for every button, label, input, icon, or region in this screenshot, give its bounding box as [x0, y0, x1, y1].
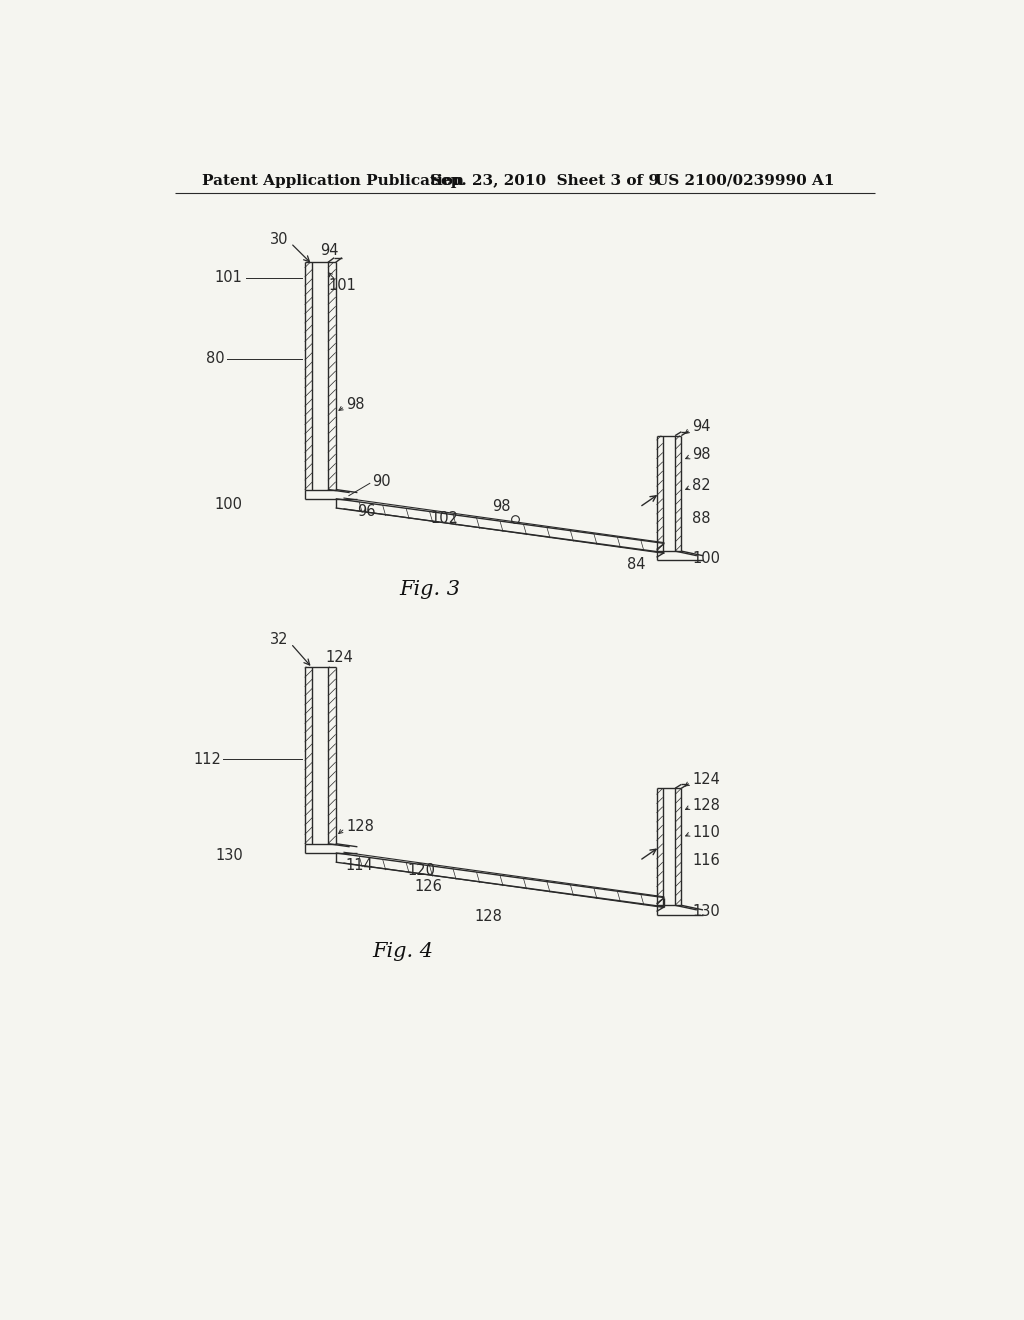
Text: 100: 100	[215, 498, 243, 512]
Text: 98: 98	[346, 397, 365, 412]
Text: 32: 32	[270, 632, 289, 647]
Text: 101: 101	[215, 271, 243, 285]
Text: 30: 30	[270, 232, 289, 247]
Text: 124: 124	[326, 649, 353, 665]
Text: 101: 101	[328, 279, 355, 293]
Text: 116: 116	[692, 853, 720, 869]
Text: US 2100/0239990 A1: US 2100/0239990 A1	[655, 174, 835, 187]
Text: 128: 128	[346, 820, 375, 834]
Text: 110: 110	[692, 825, 720, 840]
Text: 128: 128	[692, 797, 720, 813]
Text: 100: 100	[692, 552, 720, 566]
Text: Sep. 23, 2010  Sheet 3 of 9: Sep. 23, 2010 Sheet 3 of 9	[430, 174, 659, 187]
Text: 112: 112	[194, 751, 221, 767]
Text: 94: 94	[692, 418, 711, 434]
Text: 124: 124	[692, 771, 720, 787]
Text: 98: 98	[493, 499, 511, 513]
Text: 90: 90	[372, 474, 391, 490]
Text: 80: 80	[206, 351, 225, 366]
Text: 130: 130	[215, 847, 243, 863]
Text: 82: 82	[692, 478, 711, 494]
Text: 130: 130	[692, 904, 720, 919]
Text: 84: 84	[627, 557, 646, 572]
Text: 120: 120	[407, 863, 435, 878]
Text: Patent Application Publication: Patent Application Publication	[202, 174, 464, 187]
Text: Fig. 4: Fig. 4	[373, 942, 433, 961]
Text: 98: 98	[692, 447, 711, 462]
Text: 96: 96	[356, 503, 375, 519]
Text: 128: 128	[474, 909, 503, 924]
Text: 102: 102	[430, 511, 459, 527]
Text: 114: 114	[345, 858, 373, 873]
Text: 88: 88	[692, 511, 711, 527]
Text: 126: 126	[415, 879, 442, 894]
Text: 94: 94	[321, 243, 339, 259]
Text: Fig. 3: Fig. 3	[399, 579, 461, 599]
